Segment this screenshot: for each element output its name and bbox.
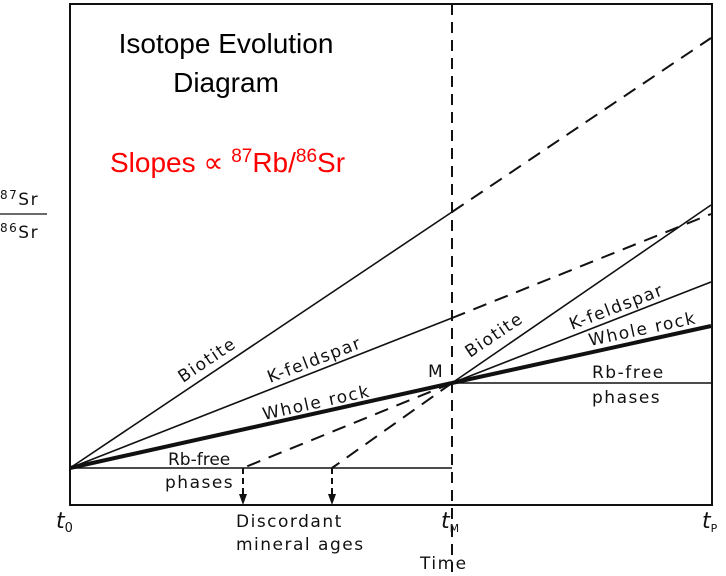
biotite-extrapolation — [451, 37, 712, 213]
y-axis-numerator: 87Sr — [0, 188, 39, 210]
y-axis-denominator: 86Sr — [0, 221, 39, 243]
biotite-line-after — [451, 204, 712, 384]
whole-rock-line-before — [69, 381, 453, 470]
label-kfeldspar-before: K-feldspar — [265, 333, 365, 387]
discordant-label-2: mineral ages — [236, 535, 365, 555]
label-rb-free-after: Rb-free — [592, 363, 665, 383]
label-whole-rock-before: Whole rock — [261, 382, 373, 425]
label-phases-before: phases — [165, 473, 234, 493]
arrow-head-icon — [328, 494, 336, 505]
slopes-annotation: Slopes ∝ 87Rb/86Sr — [110, 146, 345, 178]
discordant-label-1: Discordant — [236, 512, 343, 532]
x-axis-label: Time — [419, 554, 468, 574]
kfeldspar-line-after — [451, 281, 712, 384]
biotite-line-before — [69, 211, 453, 469]
label-phases-after: phases — [592, 388, 661, 408]
discordant-age-line-2 — [331, 382, 453, 469]
tick-t0: t0 — [56, 509, 73, 536]
whole-rock-line-after — [451, 324, 712, 385]
kfeldspar-line-before — [69, 317, 453, 469]
arrow-head-icon — [239, 494, 247, 505]
title-line-1: Isotope Evolution — [119, 28, 334, 59]
title-line-2: Diagram — [173, 67, 279, 98]
plot-frame — [69, 3, 713, 506]
discordant-age-line-1 — [242, 382, 453, 469]
kfeldspar-extrapolation — [451, 213, 712, 319]
tick-tP: tP — [702, 509, 718, 535]
tick-tM: tM — [441, 509, 459, 535]
label-rb-free-before: Rb-free — [168, 450, 230, 470]
point-m-label: M — [428, 362, 444, 382]
